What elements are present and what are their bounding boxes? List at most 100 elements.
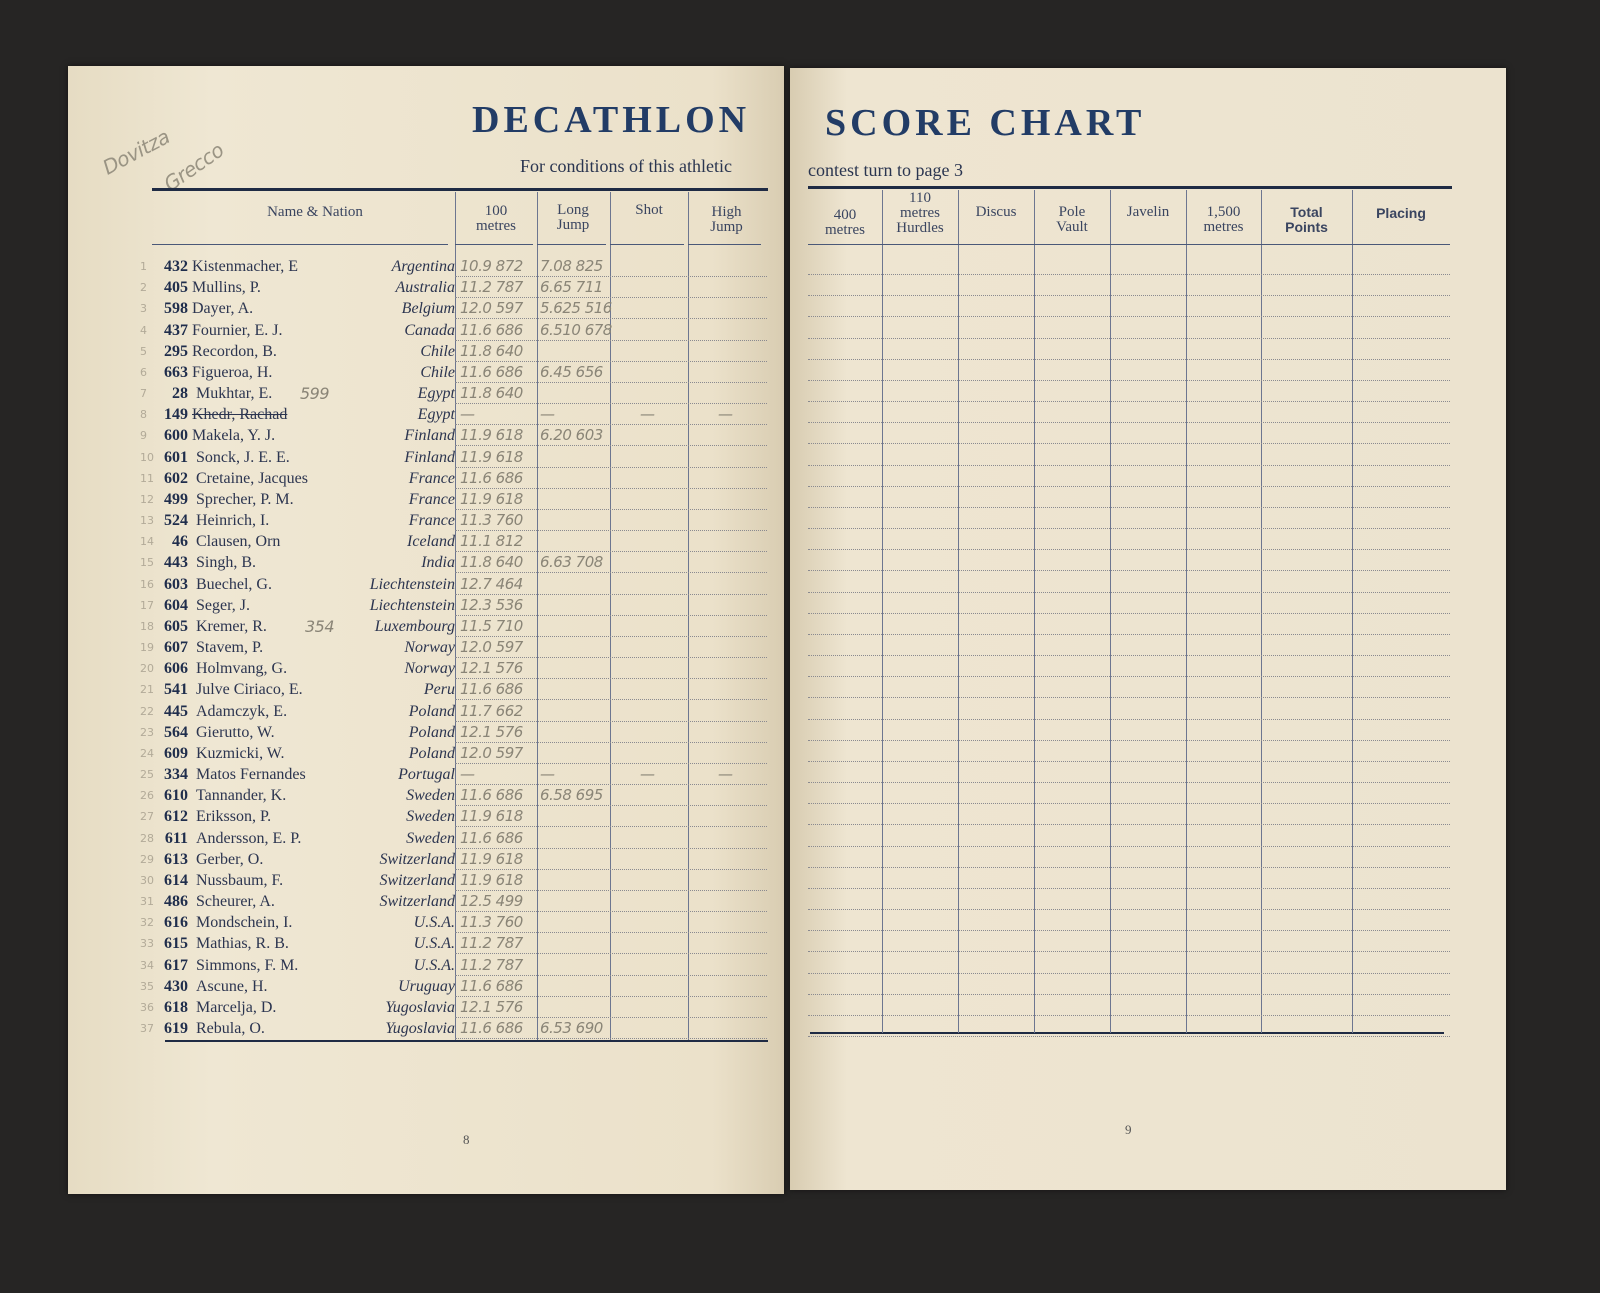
competitor-name: Recordon, B. (192, 342, 277, 360)
competitor-row: 33 615 Mathias, R. B. U.S.A. 11.2 787 (0, 933, 800, 954)
competitor-name: Holmvang, G. (196, 660, 288, 678)
competitor-nation: U.S.A. (413, 956, 455, 974)
competitor-name: Dayer, A. (192, 300, 254, 318)
competitor-row: 30 614 Nussbaum, F. Switzerland 11.9 618 (0, 870, 800, 891)
col-h-l1: 110 (909, 190, 931, 206)
row-index: 28 (140, 831, 154, 845)
row-dotted-line (455, 445, 767, 447)
competitor-name: Makela, Y. J. (192, 427, 276, 445)
result-long-jump: 6.65 711 (540, 278, 603, 297)
row-index: 6 (140, 365, 147, 379)
row-dotted-line (808, 972, 1450, 974)
competitor-number: 617 (164, 956, 188, 974)
competitor-row: 23 564 Gierutto, W. Poland 12.1 576 (0, 722, 800, 743)
competitor-number: 606 (164, 660, 188, 678)
row-dotted-line (808, 274, 1450, 275)
col-lj-l2: Jump (556, 217, 590, 233)
competitor-name: Simmons, F. M. (196, 956, 299, 974)
row-dotted-line (455, 551, 767, 553)
col-shot: Shot (635, 202, 663, 218)
col-400m-l1: 400 (833, 207, 857, 223)
competitor-name: Rebula, O. (196, 1020, 265, 1038)
result-100m: 11.6 686 (460, 680, 523, 699)
header-rule-right (808, 186, 1452, 189)
competitor-row: 6 663 Figueroa, H. Chile 11.6 686 6.45 656 (0, 362, 800, 383)
row-dotted-line (808, 760, 1450, 762)
row-dotted-line (808, 866, 1450, 868)
result-100m: — (460, 765, 475, 784)
row-index: 21 (140, 683, 154, 697)
result-100m: 11.6 686 (460, 1019, 523, 1038)
result-long-jump: 6.53 690 (540, 1019, 603, 1038)
result-long-jump: 6.45 656 (540, 362, 603, 381)
row-dotted-line (808, 993, 1450, 995)
row-index: 29 (140, 852, 154, 866)
competitor-nation: Egypt (417, 406, 455, 424)
row-index: 10 (140, 450, 154, 464)
footer-rule-right (810, 1032, 1444, 1034)
competitor-row: 16 603 Buechel, G. Liechtenstein 12.7 464 (0, 574, 800, 595)
col-100m-l2: metres (476, 218, 516, 234)
competitor-name: Matos Fernandes (196, 766, 306, 784)
column-divider (455, 192, 456, 1040)
competitor-nation: Chile (420, 363, 455, 381)
row-index: 31 (140, 895, 154, 909)
row-dotted-line (808, 1036, 1450, 1038)
row-index: 20 (140, 662, 154, 676)
competitor-nation: Uruguay (398, 977, 455, 995)
result-100m: 12.1 576 (460, 659, 523, 678)
row-dotted-line (455, 805, 767, 807)
result-100m: 10.9 872 (460, 257, 523, 275)
competitor-number: 612 (164, 808, 188, 826)
row-dotted-line (808, 464, 1450, 466)
result-100m: 11.3 760 (460, 913, 523, 932)
competitor-number: 295 (164, 342, 188, 360)
result-long-jump: 5.625 516 (540, 299, 612, 318)
column-divider (1352, 190, 1353, 1033)
result-100m: 12.1 576 (460, 997, 523, 1016)
result-100m: 12.1 576 (460, 722, 523, 741)
competitor-number: 28 (172, 385, 188, 403)
header-underline (455, 244, 533, 245)
competitor-nation: Poland (408, 723, 455, 741)
row-dotted-line (455, 339, 767, 341)
result-100m: 11.8 640 (460, 341, 523, 360)
row-index: 36 (140, 1000, 154, 1014)
competitor-number: 541 (164, 681, 188, 699)
competitor-name: Ascune, H. (196, 977, 268, 995)
col-high-jump: High Jump (688, 205, 765, 235)
competitor-number: 443 (164, 554, 188, 572)
competitor-nation: France (408, 469, 455, 487)
row-dotted-line (455, 953, 767, 955)
row-dotted-line (808, 718, 1450, 720)
competitor-row: 29 613 Gerber, O. Switzerland 11.9 618 (0, 849, 800, 870)
column-divider (1034, 190, 1035, 1033)
row-index: 1 (140, 260, 147, 273)
result-100m: 11.2 787 (460, 955, 523, 974)
competitor-name: Kistenmacher, E (192, 258, 298, 275)
result-100m: 11.2 787 (460, 934, 523, 953)
result-100m: 11.6 686 (460, 320, 523, 339)
row-dotted-line (455, 508, 767, 510)
result-100m: 11.6 686 (460, 786, 523, 805)
row-dotted-line (455, 360, 767, 362)
footer-rule-left (165, 1040, 768, 1042)
competitor-nation: Sweden (406, 808, 455, 826)
col-pole-vault: Pole Vault (1034, 205, 1110, 235)
competitor-name: Mondschein, I. (196, 914, 293, 932)
result-100m: 11.6 686 (460, 362, 523, 381)
row-index: 27 (140, 810, 154, 824)
row-index: 11 (140, 471, 154, 485)
row-index: 12 (140, 492, 154, 506)
competitor-number: 615 (164, 935, 188, 953)
competitor-name: Singh, B. (196, 554, 257, 572)
competitor-number: 524 (164, 512, 188, 530)
competitor-name: Stavem, P. (196, 639, 264, 657)
competitor-nation: Peru (423, 681, 455, 699)
row-dotted-line (808, 295, 1450, 297)
competitor-nation: Poland (408, 702, 455, 720)
column-divider (882, 190, 883, 1033)
competitor-row: 32 616 Mondschein, I. U.S.A. 11.3 760 (0, 912, 800, 933)
row-index: 15 (140, 556, 154, 570)
competitor-number: 604 (164, 596, 188, 614)
